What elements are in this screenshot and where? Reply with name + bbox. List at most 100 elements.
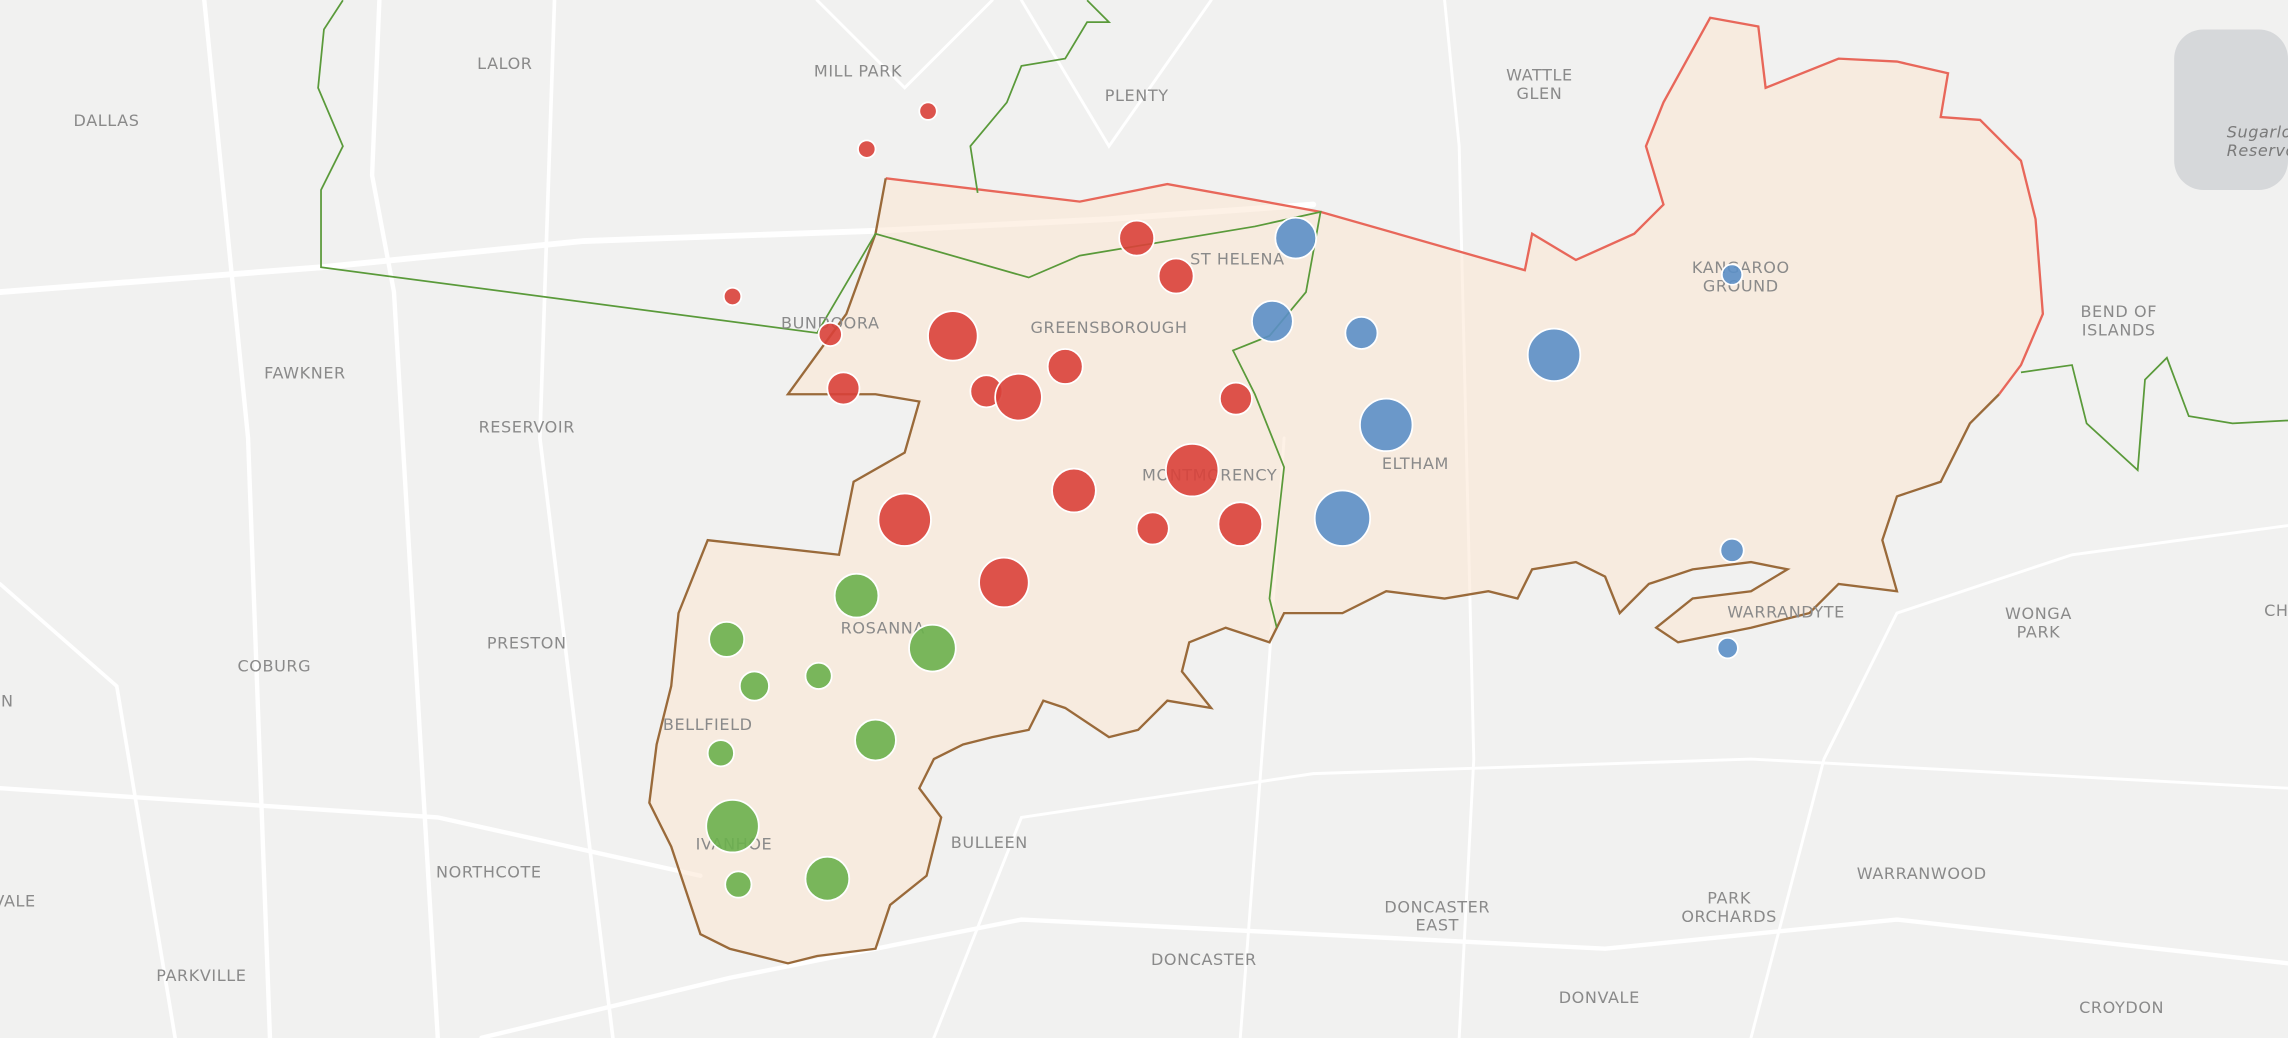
place-label: COBURG — [237, 657, 311, 676]
place-label: ST HELENA — [1190, 249, 1285, 268]
place-label-line: CROYDON — [2079, 998, 2164, 1017]
place-label: BELLFIELD — [663, 715, 753, 734]
bubble — [1165, 442, 1220, 498]
place-label: ROSANNA — [841, 619, 925, 638]
bubble — [978, 556, 1030, 609]
road — [1749, 524, 2288, 1038]
place-label-line: ST HELENA — [1190, 249, 1285, 268]
place-label-line: CH — [2264, 601, 2288, 620]
region-boundary — [648, 178, 2000, 965]
place-label: CH — [2264, 601, 2288, 620]
place-label-line: RESERVOIR — [479, 417, 575, 436]
place-label-line: DALLAS — [74, 111, 140, 130]
bubble — [705, 799, 760, 854]
place-label: DONVALE — [1559, 988, 1640, 1007]
place-label-line: WONGA — [2005, 604, 2072, 623]
bubble — [833, 572, 880, 619]
place-label: PRESTON — [487, 633, 567, 652]
place-label-line: BELLFIELD — [663, 715, 753, 734]
place-label-line: BULLEEN — [951, 833, 1028, 852]
place-label: FAWKNER — [264, 363, 345, 382]
bubble — [1251, 299, 1294, 343]
bubble — [724, 870, 753, 899]
bubble — [877, 492, 932, 547]
bubble — [1344, 316, 1379, 350]
water-body — [2174, 29, 2288, 190]
place-label: CROYDON — [2079, 998, 2164, 1017]
bubble — [826, 371, 861, 406]
place-label-line: N — [1, 692, 14, 711]
bubble — [1135, 511, 1170, 546]
place-label: LALOR — [477, 54, 532, 73]
place-label: VALE — [0, 892, 35, 911]
road — [0, 582, 177, 1038]
place-label: WARRANDYTE — [1727, 603, 1844, 622]
bubble — [1720, 263, 1744, 286]
place-label-line: EAST — [1416, 916, 1459, 935]
place-label-line: NORTHCOTE — [436, 862, 542, 881]
place-label-line: Reservoir — [2227, 141, 2288, 160]
bubble — [1118, 219, 1156, 257]
bubble — [857, 139, 877, 159]
bubble — [1217, 501, 1264, 547]
place-label: NORTHCOTE — [436, 862, 542, 881]
bubble — [817, 321, 843, 347]
region-boundary — [2020, 356, 2288, 472]
place-label: SugarloafReservoir — [2227, 123, 2288, 160]
place-label: DONCASTER — [1151, 950, 1257, 969]
bubble — [908, 623, 957, 673]
place-label: DALLAS — [74, 111, 140, 130]
road — [0, 786, 703, 878]
bubble — [1157, 257, 1195, 295]
bubble — [1359, 397, 1414, 453]
place-label-line: ELTHAM — [1382, 454, 1449, 473]
region-boundary — [317, 0, 1322, 628]
bubble — [918, 101, 938, 121]
place-label-line: DONCASTER — [1151, 950, 1257, 969]
bubble — [1274, 216, 1318, 260]
bubble — [804, 661, 833, 690]
place-label-line: DONCASTER — [1384, 897, 1490, 916]
place-label: RESERVOIR — [479, 417, 575, 436]
place-label-line: PRESTON — [487, 633, 567, 652]
place-label-line: ORCHARDS — [1681, 907, 1777, 926]
place-label: GREENSBOROUGH — [1030, 318, 1187, 337]
bubble — [1051, 467, 1097, 514]
road — [1019, 0, 1213, 149]
place-label-line: GREENSBOROUGH — [1030, 318, 1187, 337]
bubbles — [705, 101, 1745, 902]
place-label-line: BEND OF — [2080, 302, 2157, 321]
place-label-line: PARK — [1707, 889, 1751, 908]
place-label-line: PARK — [2017, 622, 2061, 641]
bubble — [1313, 489, 1372, 547]
region-boundary — [969, 0, 1112, 194]
place-label: MILL PARK — [814, 61, 902, 80]
bubble — [1046, 348, 1084, 385]
bubble — [804, 855, 851, 902]
bubble — [1719, 537, 1745, 563]
bubble — [738, 670, 770, 702]
road — [479, 917, 2288, 1038]
road — [932, 757, 2288, 1038]
place-label-line: ROSANNA — [841, 619, 925, 638]
place-label-line: COBURG — [237, 657, 311, 676]
region-boundary — [885, 16, 2045, 395]
bubble — [1716, 637, 1739, 660]
bubble — [854, 718, 897, 762]
road — [538, 0, 615, 1038]
place-label-line: PARKVILLE — [156, 966, 246, 985]
place-label: PARKVILLE — [156, 966, 246, 985]
place-label: ELTHAM — [1382, 454, 1449, 473]
place-label-line: WARRANWOOD — [1857, 864, 1987, 883]
place-label-line: PLENTY — [1105, 86, 1169, 105]
bubble — [722, 286, 743, 307]
place-label-line: ISLANDS — [2082, 320, 2156, 339]
bubble — [706, 739, 735, 768]
